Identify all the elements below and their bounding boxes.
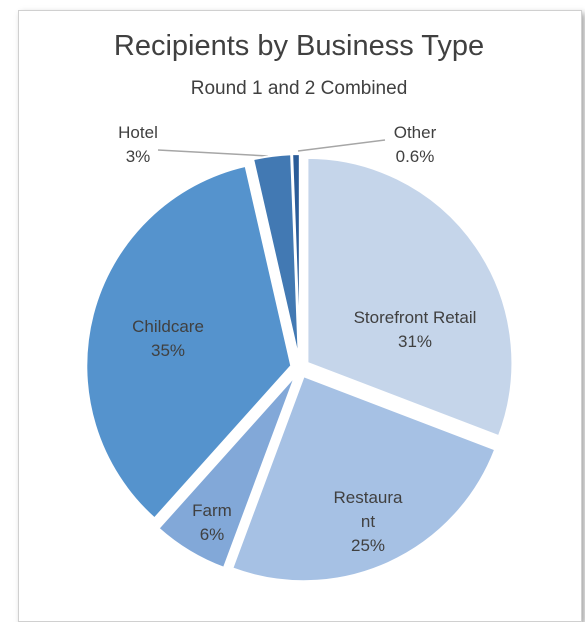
leader-line [297,139,386,152]
pie-slice [230,374,497,583]
pie-slice [291,153,301,360]
pie-slice [251,153,300,360]
slice-label: Hotel 3% [118,121,158,169]
value-label: 3% [125,147,151,166]
category-label: Restaurant [333,488,403,531]
slice-label: Other 0.6% [394,121,437,169]
category-label: Farm [192,501,232,520]
value-label: 25% [350,536,386,555]
slice-label: Childcare 35% [132,315,204,363]
chart-subtitle: Round 1 and 2 Combined [190,78,408,99]
pie-slice [157,375,297,570]
pie-slice [85,164,293,520]
category-label: Childcare [132,317,204,336]
value-label: 0.6% [395,147,435,166]
category-label: Other [393,123,437,142]
slice-label: Farm 6% [192,499,232,547]
leader-line [157,149,269,157]
value-label: 6% [199,525,225,544]
value-label: 31% [397,332,433,351]
pie-slice [306,156,514,438]
slice-label: Storefront Retail 31% [354,306,477,354]
category-label: Storefront Retail [353,308,477,327]
category-label: Hotel [118,123,158,142]
chart-title: Recipients by Business Type [113,30,485,62]
value-label: 35% [150,341,186,360]
slice-label: Restaurant 25% [333,486,403,558]
